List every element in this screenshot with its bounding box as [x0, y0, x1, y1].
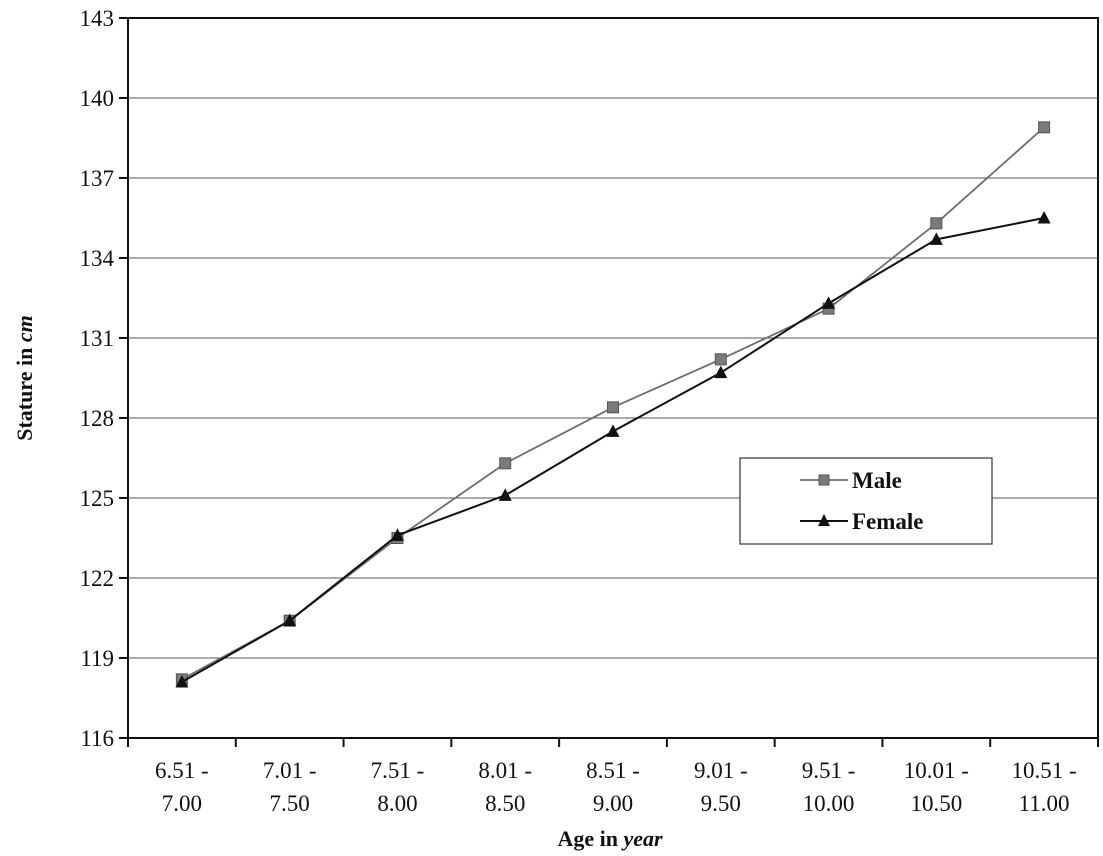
x-tick-label-line2: 11.00 — [1019, 791, 1070, 816]
data-point-female — [498, 488, 512, 501]
y-axis-title-unit: cm — [12, 315, 37, 342]
x-tick-label-line1: 9.51 - — [802, 758, 856, 783]
data-point-female — [929, 232, 943, 245]
x-tick-label: 6.51 - 7.00 — [155, 758, 209, 816]
legend-marker-female — [818, 514, 830, 526]
y-tick-label: 134 — [80, 246, 115, 271]
x-tick-label-line2: 9.00 — [593, 791, 633, 816]
x-tick-label-line1: 10.51 - — [1012, 758, 1077, 783]
x-tick-label-line2: 10.50 — [910, 791, 962, 816]
data-point-female — [822, 296, 836, 309]
x-tick-label-line1: 7.51 - — [371, 758, 425, 783]
y-tick-label: 116 — [80, 726, 114, 751]
x-tick-label-line2: 8.00 — [377, 791, 417, 816]
x-tick-label: 10.51 - 11.00 — [1012, 758, 1077, 816]
x-tick-label-line2: 7.00 — [162, 791, 202, 816]
x-tick-label-line1: 10.01 - — [904, 758, 969, 783]
x-tick-label: 10.01 - 10.50 — [904, 758, 969, 816]
legend-label-male: Male — [852, 468, 902, 493]
data-point-female — [390, 528, 404, 541]
x-tick-label: 9.51 - 10.00 — [802, 758, 856, 816]
y-axis-title-prefix: Stature in — [12, 342, 37, 441]
x-tick-label-line1: 7.01 - — [263, 758, 317, 783]
y-tick-label: 143 — [80, 6, 115, 31]
series-female — [175, 211, 1051, 688]
x-tick-label-line2: 9.50 — [701, 791, 741, 816]
x-axis-title: Age in year — [557, 826, 663, 851]
y-tick-label: 140 — [80, 86, 115, 111]
x-tick-label-line2: 8.50 — [485, 791, 525, 816]
y-tick-label: 131 — [80, 326, 115, 351]
x-tick-label: 8.51 - 9.00 — [586, 758, 640, 816]
data-point-female — [175, 675, 189, 688]
series-layer — [175, 121, 1051, 688]
y-tick-label: 128 — [80, 406, 115, 431]
x-axis-title-prefix: Age in — [557, 826, 623, 851]
x-tick-label-line2: 10.00 — [803, 791, 855, 816]
x-tick-label-line2: 7.50 — [270, 791, 310, 816]
data-point-male — [1038, 121, 1051, 134]
x-axis: 6.51 - 7.00 7.01 - 7.50 7.51 - 8.00 8.01 - 8.50… — [127, 738, 1099, 816]
data-point-female — [606, 424, 620, 437]
data-point-female — [283, 613, 297, 627]
legend-box — [739, 457, 993, 545]
x-tick-label-line1: 8.01 - — [478, 758, 532, 783]
y-tick-label: 137 — [80, 166, 115, 191]
y-axis-title: Stature in cm — [12, 315, 37, 441]
legend-label-female: Female — [852, 509, 924, 534]
data-point-male — [930, 217, 943, 230]
y-axis: 116 119 122 125 128 131 134 137 140 143 — [80, 6, 128, 751]
x-tick-label: 7.51 - 8.00 — [371, 758, 425, 816]
legend: Male Female — [739, 457, 993, 545]
data-point-male — [499, 457, 512, 470]
x-tick-label: 7.01 - 7.50 — [263, 758, 317, 816]
y-tick-label: 125 — [80, 486, 115, 511]
x-tick-label: 8.01 - 8.50 — [478, 758, 532, 816]
y-tick-label: 119 — [80, 646, 114, 671]
data-point-male — [607, 401, 619, 414]
data-point-male — [714, 353, 727, 366]
data-point-female — [714, 365, 728, 379]
x-tick-label: 9.01 - 9.50 — [694, 758, 748, 816]
legend-marker-male — [818, 474, 830, 486]
x-tick-label-line1: 9.01 - — [694, 758, 748, 783]
y-tick-label: 122 — [80, 566, 115, 591]
x-tick-label-line1: 8.51 - — [586, 758, 640, 783]
gridlines — [128, 97, 1098, 659]
data-point-female — [1037, 211, 1051, 224]
x-tick-label-line1: 6.51 - — [155, 758, 209, 783]
x-axis-title-unit: year — [620, 826, 663, 851]
